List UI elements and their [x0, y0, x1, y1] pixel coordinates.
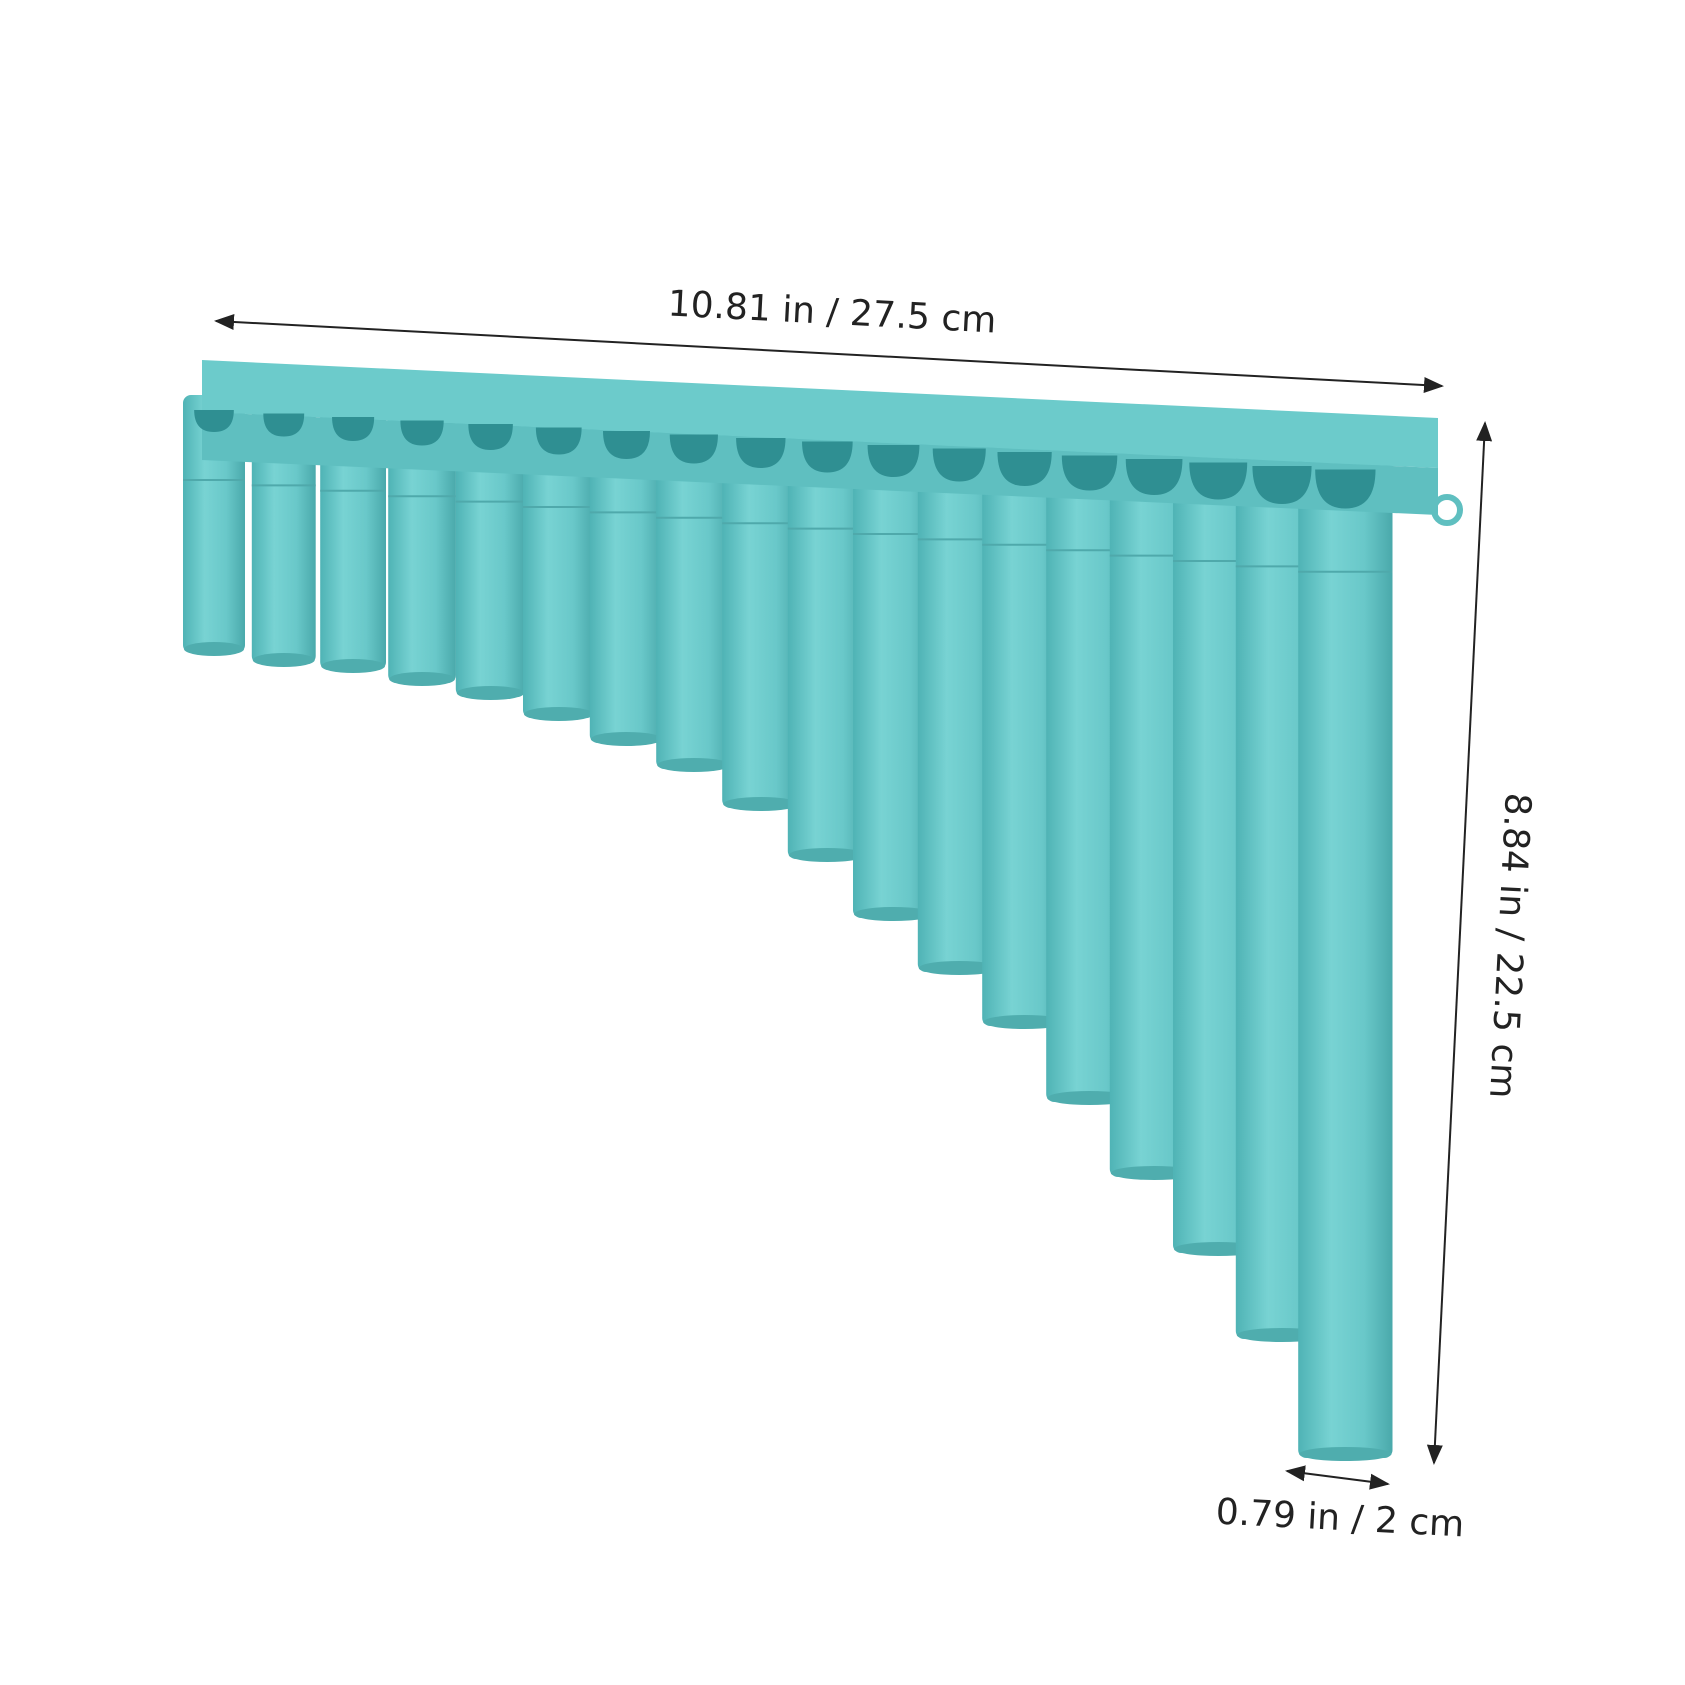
pipe — [787, 425, 867, 859]
pipe-end — [252, 653, 315, 667]
pipe-end — [456, 686, 525, 700]
mouth-hole — [535, 427, 582, 455]
pipe — [722, 422, 800, 808]
mouth-hole — [194, 410, 234, 432]
diameter-arrow — [1285, 1465, 1390, 1490]
pipe — [1298, 452, 1393, 1458]
pipe — [656, 418, 732, 769]
pipe — [251, 398, 316, 664]
pan-flute — [183, 360, 1463, 1461]
pipe-end — [788, 848, 866, 862]
pipe — [388, 405, 456, 683]
mouth-hole — [1061, 455, 1118, 491]
pipe — [320, 401, 386, 670]
mouth-hole — [468, 424, 513, 450]
mouth-hole — [1252, 466, 1312, 504]
length-label: 10.81 in / 27.5 cm — [667, 283, 998, 341]
height-arrow — [1426, 421, 1493, 1465]
pipe — [589, 415, 664, 743]
mouth-hole — [736, 438, 786, 468]
pipe — [523, 412, 595, 718]
mouth-hole — [867, 445, 920, 477]
length-arrow — [214, 313, 1444, 394]
pipe-end — [184, 642, 244, 656]
pipe-end — [723, 797, 799, 811]
mouth-hole — [802, 441, 853, 473]
pipe-end — [918, 961, 1000, 975]
mouth-hole — [603, 431, 650, 459]
diameter-label: 0.79 in / 2 cm — [1215, 1492, 1465, 1546]
pipe-end — [1299, 1447, 1392, 1461]
mouth-hole — [932, 448, 986, 482]
mouth-hole — [263, 413, 305, 437]
mouth-hole — [1125, 459, 1183, 495]
pipe-end — [524, 707, 594, 721]
pipe-end — [321, 659, 385, 673]
pipe-end — [389, 672, 455, 686]
pipe-end — [854, 907, 933, 921]
pipe-end — [590, 732, 663, 746]
pipe — [917, 432, 1001, 972]
mouth-hole — [1315, 469, 1376, 509]
pipe-end — [657, 758, 731, 772]
pipe-end — [983, 1015, 1066, 1029]
mouth-hole — [332, 417, 375, 441]
height-label: 8.84 in / 22.5 cm — [1481, 792, 1538, 1100]
mouth-hole — [997, 452, 1052, 486]
mouth-hole — [669, 434, 718, 464]
mouth-hole — [400, 420, 444, 446]
pipe — [455, 408, 526, 697]
pipe — [982, 435, 1067, 1026]
pipe — [853, 429, 934, 918]
mouth-hole — [1189, 462, 1248, 500]
